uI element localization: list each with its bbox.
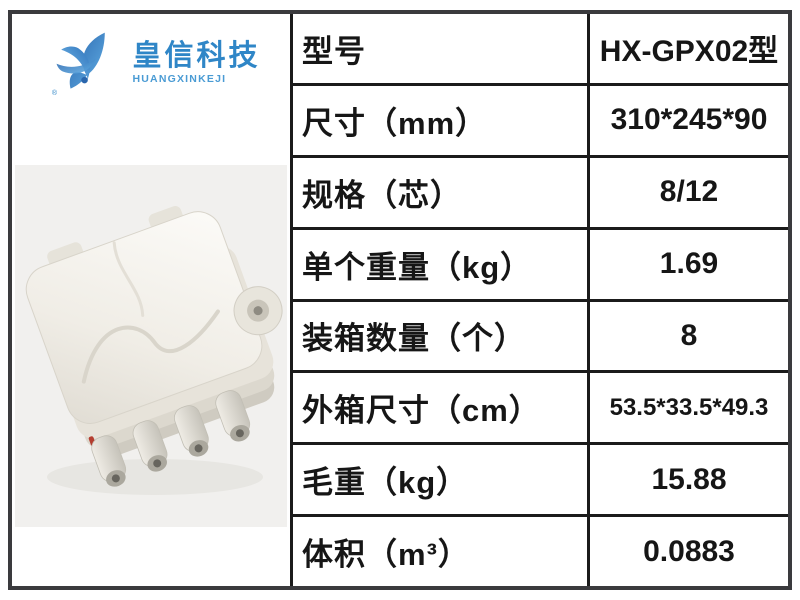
registered-mark: ® (52, 89, 58, 97)
brand-logo: ® 皇信科技 HUANGXINKEJI (41, 27, 260, 99)
spec-value: 15.88 (651, 462, 727, 496)
spec-value: 53.5*33.5*49.3 (609, 393, 769, 421)
spec-label: 外箱尺寸（cm） (293, 373, 590, 443)
spec-label: 装箱数量（个） (293, 301, 590, 371)
spec-row: 体积（m³） 0.0883 (293, 517, 788, 586)
brand-text: 皇信科技 HUANGXINKEJI (132, 39, 261, 85)
brand-swirl-icon: ® (52, 32, 106, 97)
distribution-box-image (25, 206, 283, 495)
spec-value: 310*245*90 (610, 103, 768, 137)
product-spec-card: ® 皇信科技 HUANGXINKEJI (8, 10, 792, 590)
spec-label: 尺寸（mm） (293, 85, 590, 155)
spec-row: 尺寸（mm） 310*245*90 (293, 85, 788, 158)
brand-name-pinyin: HUANGXINKEJI (132, 72, 227, 85)
spec-row: 单个重量（kg） 1.69 (293, 229, 788, 302)
product-photo (15, 165, 287, 527)
spec-label: 毛重（kg） (293, 445, 590, 515)
spec-label: 体积（m³） (293, 517, 590, 586)
spec-value: 8/12 (659, 175, 719, 209)
spec-table: 型号 HX-GPX02型 尺寸（mm） 310*245*90 规格（芯） 8/1… (290, 14, 788, 586)
spec-row: 规格（芯） 8/12 (293, 157, 788, 230)
spec-value: 8 (680, 318, 698, 352)
spec-label: 型号 (293, 14, 590, 83)
spec-value: HX-GPX02型 (599, 35, 779, 69)
spec-value: 1.69 (659, 247, 719, 281)
spec-row: 外箱尺寸（cm） 53.5*33.5*49.3 (293, 373, 788, 446)
spec-row: 型号 HX-GPX02型 (293, 14, 788, 86)
spec-label: 单个重量（kg） (293, 229, 590, 299)
left-panel: ® 皇信科技 HUANGXINKEJI (12, 14, 290, 586)
spec-row: 装箱数量（个） 8 (293, 301, 788, 374)
brand-name: 皇信科技 (132, 39, 261, 72)
spec-value: 0.0883 (643, 534, 735, 568)
spec-label: 规格（芯） (293, 157, 590, 227)
spec-row: 毛重（kg） 15.88 (293, 445, 788, 518)
